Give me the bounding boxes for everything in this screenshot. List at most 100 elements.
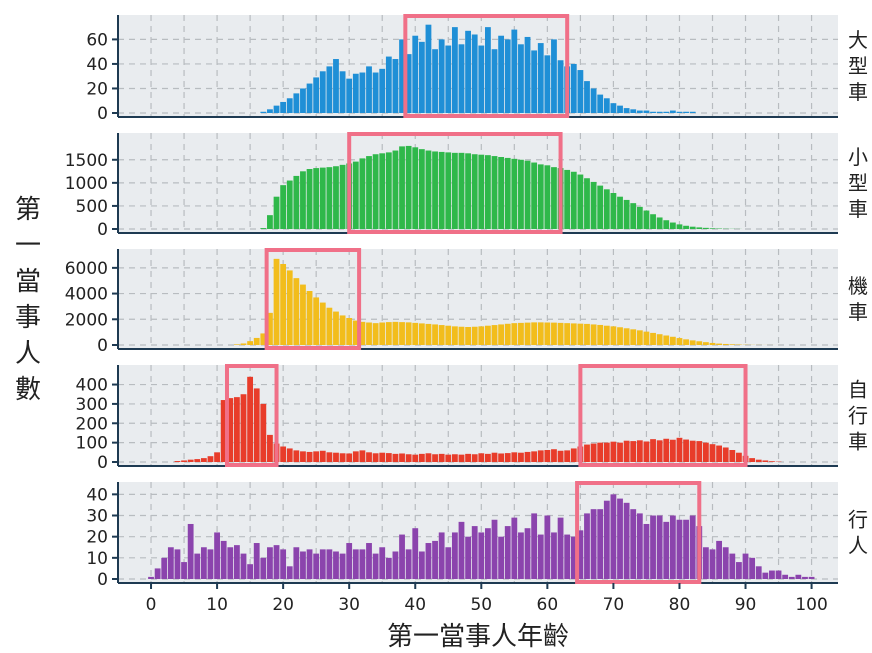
bar xyxy=(313,297,320,345)
bar xyxy=(233,397,240,462)
bar xyxy=(339,315,346,345)
bar xyxy=(399,146,405,229)
bar xyxy=(418,323,425,345)
bar xyxy=(194,553,201,579)
bar xyxy=(260,333,267,345)
bar xyxy=(161,557,168,579)
bar xyxy=(511,323,518,345)
bar xyxy=(293,450,300,462)
bar xyxy=(154,568,161,579)
bar xyxy=(366,452,372,462)
bar xyxy=(636,513,643,579)
bar xyxy=(584,323,590,345)
y-tick-label: 40 xyxy=(86,485,108,505)
bar xyxy=(557,450,564,462)
panel-background xyxy=(118,15,838,117)
bar xyxy=(722,447,729,462)
bar xyxy=(504,39,511,113)
bar xyxy=(260,403,267,462)
bar xyxy=(504,157,511,229)
bar xyxy=(280,264,287,345)
bar xyxy=(432,540,438,579)
bar xyxy=(167,547,174,579)
bar xyxy=(313,553,320,579)
bar xyxy=(650,332,656,345)
bar xyxy=(465,453,471,462)
bar xyxy=(333,452,339,462)
bar xyxy=(577,323,584,345)
bar xyxy=(643,523,650,579)
bar xyxy=(524,528,531,579)
panel-0: 0 20 40 60 大型車 xyxy=(86,14,868,124)
bar xyxy=(471,154,478,229)
bar xyxy=(478,532,485,579)
bar xyxy=(300,551,306,579)
bar xyxy=(286,98,293,113)
panel-background xyxy=(118,133,838,233)
bar xyxy=(504,526,511,579)
x-tick-label: 10 xyxy=(206,595,228,615)
bar xyxy=(293,175,300,229)
bar xyxy=(557,517,564,579)
bar xyxy=(584,444,590,462)
bar xyxy=(485,528,491,579)
bar xyxy=(306,169,313,229)
bar xyxy=(247,376,254,462)
bar xyxy=(498,324,505,345)
bar xyxy=(683,339,689,345)
panel-2: 0 2000 4000 6000 機車 xyxy=(65,248,868,356)
bar xyxy=(709,228,716,229)
facet-label-char: 車 xyxy=(848,300,868,324)
bar xyxy=(518,322,524,345)
bar xyxy=(306,549,313,579)
bar xyxy=(544,55,551,113)
bar xyxy=(676,437,683,462)
y-tick-label: 40 xyxy=(86,55,108,75)
facet-label-char: 人 xyxy=(848,534,868,558)
bar xyxy=(643,110,650,113)
x-tick-label: 80 xyxy=(669,595,691,615)
bar xyxy=(412,454,419,462)
bar xyxy=(617,442,623,462)
bar xyxy=(366,543,372,579)
bar xyxy=(280,101,287,113)
bar xyxy=(293,547,300,579)
bar xyxy=(432,49,438,113)
bar xyxy=(617,327,623,345)
highlight-box xyxy=(224,364,279,467)
bar xyxy=(518,44,524,113)
bar xyxy=(227,547,234,579)
bar xyxy=(643,331,650,345)
bar xyxy=(286,270,293,345)
bar xyxy=(385,453,392,462)
x-tick-label: 20 xyxy=(272,595,294,615)
bar xyxy=(379,153,386,229)
bar xyxy=(313,77,320,113)
x-tick-label: 0 xyxy=(146,595,157,615)
bar xyxy=(286,448,293,462)
facet-label-char: 行 xyxy=(848,508,868,532)
bar xyxy=(696,441,703,462)
bar xyxy=(253,337,260,345)
bar xyxy=(498,35,505,113)
bar xyxy=(405,549,412,579)
bar xyxy=(346,543,353,579)
bar xyxy=(551,39,557,113)
bar xyxy=(273,258,280,345)
bar xyxy=(319,549,326,579)
bar xyxy=(630,441,637,462)
bar xyxy=(551,322,557,345)
bar xyxy=(260,228,267,229)
bar xyxy=(471,34,478,113)
bar xyxy=(676,519,683,579)
facet-label-char: 型 xyxy=(848,54,868,78)
bar xyxy=(438,453,445,462)
bar xyxy=(524,160,531,229)
bar xyxy=(564,169,571,229)
bar xyxy=(385,56,392,113)
bar xyxy=(359,549,366,579)
bar xyxy=(676,224,683,229)
bar xyxy=(610,103,617,113)
